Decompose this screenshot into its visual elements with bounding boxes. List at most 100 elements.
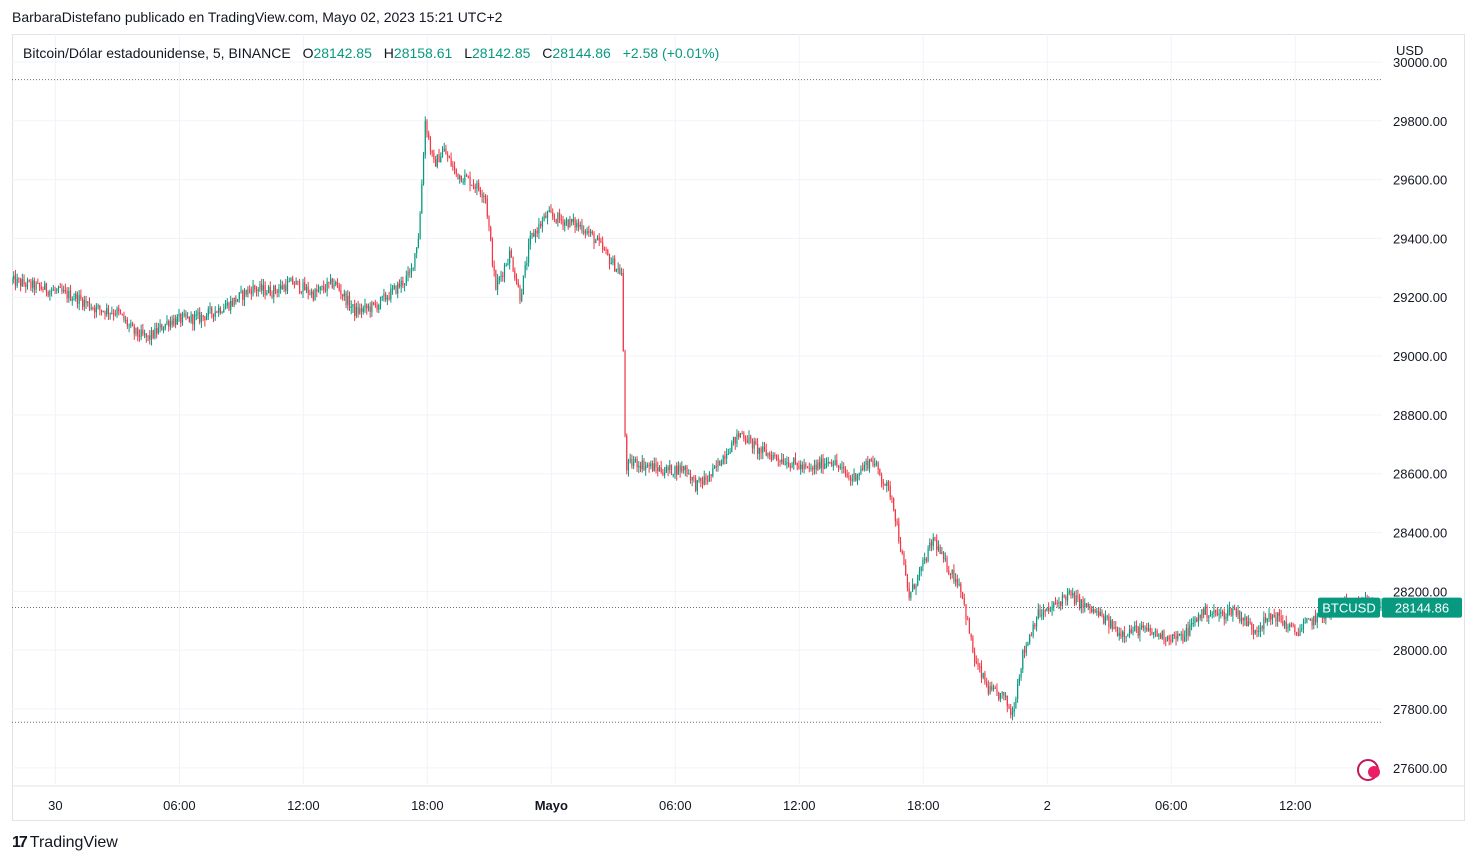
candle-body <box>927 548 929 562</box>
candle-body <box>510 250 512 258</box>
candle-body <box>1192 622 1194 624</box>
candle-body <box>994 687 996 689</box>
candle-body <box>137 327 139 336</box>
candle-body <box>1246 616 1248 627</box>
candle-body <box>512 257 514 271</box>
candle-body <box>1252 629 1255 634</box>
candle-body <box>1290 624 1293 626</box>
candle-body <box>438 154 440 163</box>
candle-body <box>336 282 339 286</box>
candle-body <box>417 238 419 248</box>
candle-body <box>726 454 728 459</box>
candle-body <box>813 464 816 470</box>
candle-body <box>319 286 321 290</box>
candle-body <box>223 309 225 313</box>
candle-body <box>534 230 537 237</box>
candle-body <box>862 468 864 470</box>
candle-body <box>1144 627 1146 629</box>
candle-body <box>996 688 998 693</box>
candlestick-chart[interactable]: 27600.00 27800.00 28000.00 28200.00 28400.00… <box>12 34 1465 821</box>
candle-body <box>1175 635 1177 640</box>
candle-body <box>720 464 723 466</box>
candle-body <box>311 291 313 295</box>
candle-body <box>545 215 547 219</box>
candle-body <box>352 304 354 307</box>
candle-body <box>1297 633 1299 636</box>
candle-body <box>1073 592 1076 604</box>
candle-body <box>602 242 604 250</box>
x-tick-label: Mayo <box>535 798 568 813</box>
candle-body <box>500 275 502 278</box>
candle-body <box>824 463 826 469</box>
candle-body <box>1139 627 1141 636</box>
candle-body <box>867 460 869 469</box>
candle-body <box>727 453 729 455</box>
candle-body <box>1228 608 1231 611</box>
candle-body <box>924 558 926 560</box>
candle-body <box>30 281 32 288</box>
candle-body <box>589 231 592 234</box>
candle-body <box>140 329 142 338</box>
candle-body <box>812 467 814 470</box>
candle-body <box>896 521 898 524</box>
candle-body <box>33 280 35 290</box>
candle-body <box>722 455 724 465</box>
candle-body <box>1070 591 1072 596</box>
candle-body <box>20 279 22 287</box>
candle-body <box>1197 614 1200 622</box>
candle-body <box>665 466 667 473</box>
candle-body <box>617 268 619 270</box>
candle-body <box>1035 618 1038 627</box>
candle-body <box>765 449 767 456</box>
candle-body <box>901 551 903 554</box>
candle-body <box>23 279 25 285</box>
candle-body <box>596 237 599 241</box>
candle-body <box>750 436 752 439</box>
candle-body <box>185 313 187 317</box>
candle-body <box>118 308 120 311</box>
candle-body <box>274 286 277 292</box>
candle-body <box>467 176 469 178</box>
candle-body <box>507 263 509 265</box>
candle-body <box>548 210 550 212</box>
candle-body <box>664 472 666 476</box>
candle-body <box>452 165 454 167</box>
candle-body <box>679 465 681 472</box>
candle-body <box>951 569 953 575</box>
candle-body <box>915 585 917 589</box>
candle-body <box>1046 607 1048 611</box>
candle-body <box>572 218 574 223</box>
candle-body <box>38 283 41 287</box>
candle-body <box>1018 677 1020 684</box>
candle-body <box>965 604 967 620</box>
candle-body <box>309 293 311 295</box>
candle-body <box>579 224 581 227</box>
candle-body <box>257 289 259 292</box>
candle-body <box>1061 595 1064 606</box>
candle-body <box>471 185 473 187</box>
candle-body <box>1142 625 1144 629</box>
candle-body <box>584 231 587 234</box>
candle-body <box>1027 642 1029 646</box>
candle-body <box>428 133 430 139</box>
candle-body <box>1065 596 1067 601</box>
candle-body <box>459 175 461 179</box>
candle-body <box>159 324 161 328</box>
candle-body <box>214 311 216 317</box>
candle-body <box>1003 691 1005 696</box>
candle-body <box>1196 618 1198 622</box>
candle-body <box>941 552 943 554</box>
footer-brand[interactable]: 17 TradingView <box>12 834 118 852</box>
candle-body <box>710 474 712 477</box>
candle-body <box>608 255 611 265</box>
candle-body <box>705 476 707 481</box>
candle-body <box>42 289 44 291</box>
candle-body <box>83 300 85 307</box>
candle-body <box>546 211 549 219</box>
candle-body <box>872 460 874 466</box>
candle-body <box>168 321 170 327</box>
candle-body <box>565 220 568 222</box>
candle-body <box>429 138 432 152</box>
candle-body <box>837 465 840 468</box>
candle-body <box>354 304 356 316</box>
